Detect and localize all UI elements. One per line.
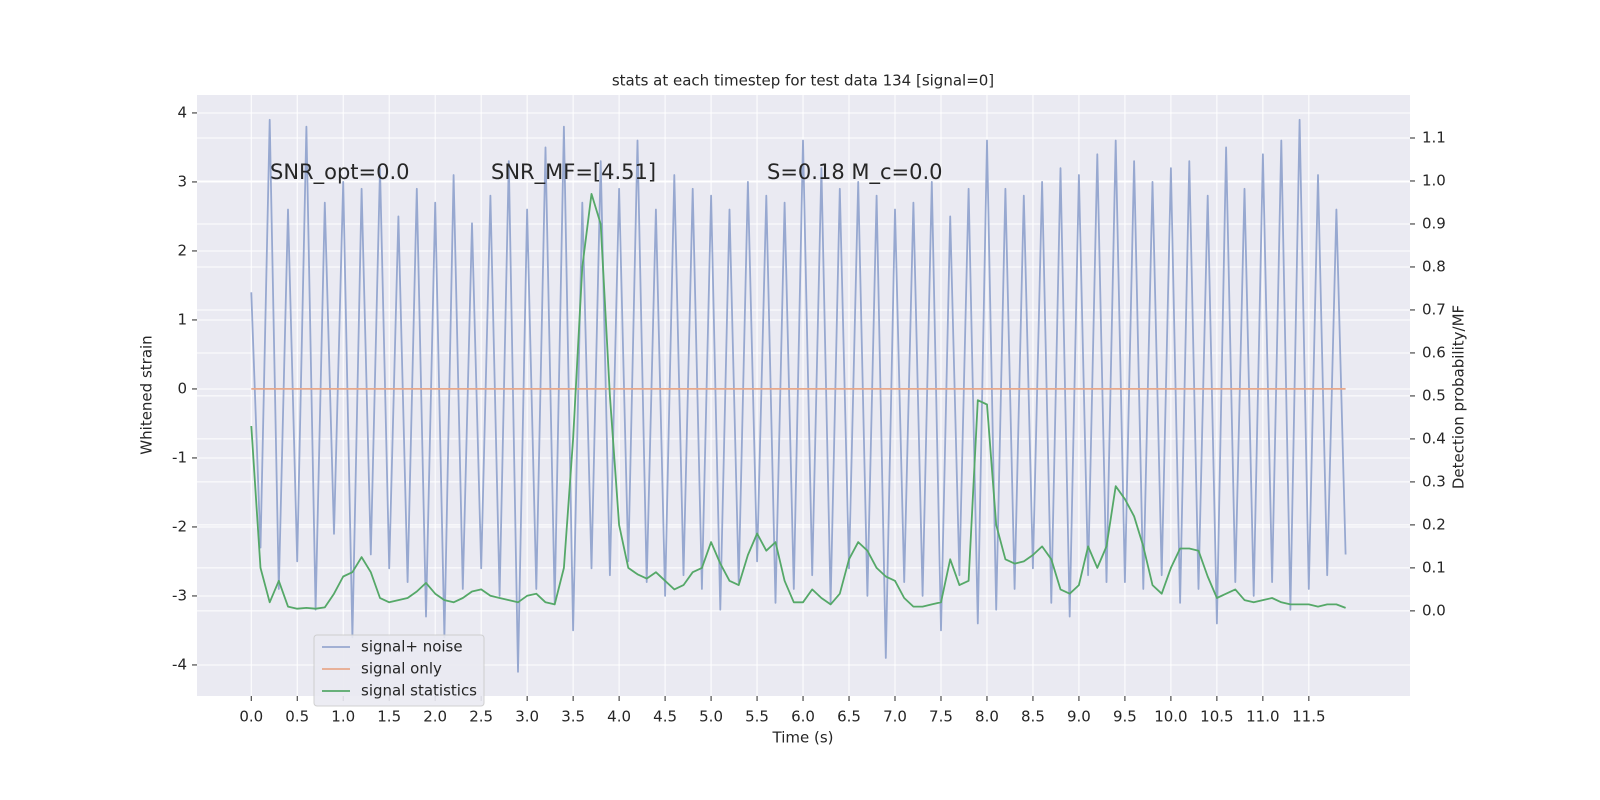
chart-title: stats at each timestep for test data 134…	[612, 72, 994, 90]
y-tick-label: -1	[172, 448, 187, 466]
series-line	[250, 193, 1346, 610]
x-tick-label: 1.5	[377, 708, 401, 726]
y2-tick-label: 0.8	[1422, 257, 1446, 275]
series-line	[250, 118, 1347, 673]
x-tick-label: 8.5	[1021, 708, 1045, 726]
x-tick-label: 11.5	[1292, 708, 1325, 726]
x-tick-label: 10.0	[1154, 708, 1187, 726]
x-tick-label: 1.0	[331, 708, 355, 726]
annotation: S=0.18 M_c=0.0	[767, 160, 943, 185]
y2-tick-label: 0.0	[1422, 601, 1446, 619]
x-tick-label: 3.0	[515, 708, 539, 726]
y-tick-label: -3	[172, 586, 187, 604]
x-tick-label: 7.5	[929, 708, 953, 726]
annotation: SNR_MF=[4.51]	[491, 160, 656, 185]
y2-tick-label: 0.2	[1422, 515, 1446, 533]
x-tick-label: 0.0	[239, 708, 263, 726]
y-axis-label: Whitened strain	[138, 335, 156, 454]
x-axis-label: Time (s)	[772, 729, 834, 747]
x-tick-label: 6.5	[837, 708, 861, 726]
y2-tick-label: 0.3	[1422, 472, 1446, 490]
y2-tick-label: 1.0	[1422, 171, 1446, 189]
y2-tick-label: 0.6	[1422, 343, 1446, 361]
y-tick-label: 3	[177, 172, 187, 190]
x-tick-label: 4.0	[607, 708, 631, 726]
x-tick-label: 10.5	[1200, 708, 1233, 726]
legend-label: signal+ noise	[361, 638, 463, 656]
y2-tick-label: 0.4	[1422, 429, 1446, 447]
y2-tick-label: 0.1	[1422, 558, 1446, 576]
x-tick-label: 9.5	[1113, 708, 1137, 726]
legend-label: signal only	[361, 660, 442, 678]
legend-box	[313, 634, 485, 707]
x-tick-label: 2.5	[469, 708, 493, 726]
x-tick-label: 9.0	[1067, 708, 1091, 726]
x-tick-label: 2.0	[423, 708, 447, 726]
y2-tick-label: 0.7	[1422, 300, 1446, 318]
annotation: SNR_opt=0.0	[270, 160, 410, 185]
x-tick-label: 11.0	[1246, 708, 1279, 726]
x-tick-label: 4.5	[653, 708, 677, 726]
y-tick-label: 1	[177, 310, 187, 328]
x-tick-label: 5.0	[699, 708, 723, 726]
x-tick-label: 7.0	[883, 708, 907, 726]
y-tick-label: 0	[177, 379, 187, 397]
y-tick-label: -2	[172, 517, 187, 535]
y2-axis-label: Detection probability/MF	[1450, 305, 1468, 489]
y2-tick-label: 0.9	[1422, 214, 1446, 232]
y-tick-label: -4	[172, 655, 187, 673]
x-tick-label: 0.5	[285, 708, 309, 726]
x-tick-label: 6.0	[791, 708, 815, 726]
y-tick-label: 2	[177, 241, 187, 259]
legend-label: signal statistics	[361, 682, 477, 700]
legend: signal+ noise signal only signal statistic…	[313, 634, 485, 707]
x-tick-label: 3.5	[561, 708, 585, 726]
y2-tick-label: 0.5	[1422, 386, 1446, 404]
y2-tick-label: 1.1	[1422, 128, 1446, 146]
y-tick-label: 4	[177, 103, 187, 121]
x-tick-label: 8.0	[975, 708, 999, 726]
x-tick-label: 5.5	[745, 708, 769, 726]
